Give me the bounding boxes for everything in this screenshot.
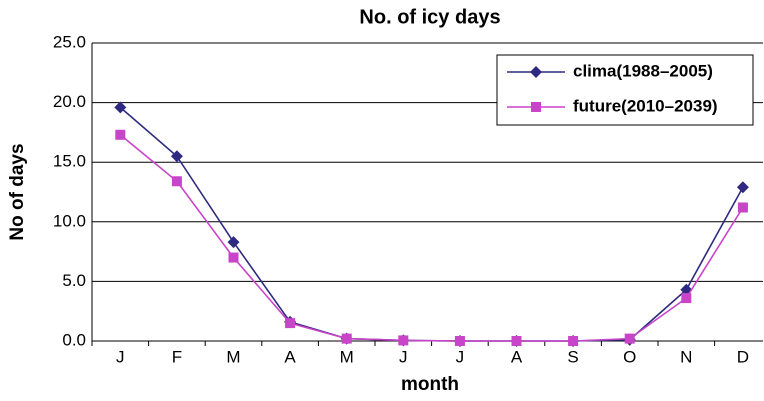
marker <box>228 252 239 263</box>
x-tick-label: F <box>172 347 182 366</box>
x-tick-label: M <box>340 347 354 366</box>
y-tick-label: 25.0 <box>53 32 86 51</box>
y-tick-label: 10.0 <box>53 211 86 230</box>
line <box>119 106 744 342</box>
line <box>119 134 744 342</box>
y-tick-label: 15.0 <box>53 152 86 171</box>
legend-label: clima(1988–2005) <box>573 61 713 80</box>
marker <box>227 236 240 249</box>
y-axis-label: No of days <box>7 143 28 240</box>
x-tick-label: D <box>737 347 749 366</box>
x-axis-label: month <box>401 374 459 395</box>
x-tick-label: J <box>456 347 465 366</box>
legend-label: future(2010–2039) <box>573 96 718 115</box>
marker <box>568 336 579 346</box>
marker <box>398 335 409 346</box>
marker <box>454 336 465 346</box>
x-tick-label: O <box>623 347 636 366</box>
marker <box>115 129 126 140</box>
marker <box>681 293 692 304</box>
marker <box>530 66 542 78</box>
marker <box>737 202 748 213</box>
legend-box <box>496 54 754 126</box>
x-tick-label: M <box>226 347 240 366</box>
marker <box>341 333 352 344</box>
marker <box>285 318 296 329</box>
marker <box>736 181 749 194</box>
marker <box>511 336 522 346</box>
x-tick-label: J <box>399 347 408 366</box>
x-tick-label: N <box>680 347 692 366</box>
y-tick-label: 0.0 <box>62 330 86 349</box>
x-tick-label: A <box>511 347 523 366</box>
x-tick-label: S <box>567 347 578 366</box>
y-tick-label: 20.0 <box>53 92 86 111</box>
marker <box>624 333 635 344</box>
y-tick-label: 5.0 <box>62 271 86 290</box>
marker <box>531 102 541 112</box>
marker <box>170 150 183 163</box>
marker <box>171 176 182 187</box>
marker <box>114 101 127 114</box>
chart-title: No. of icy days <box>359 6 500 28</box>
x-tick-label: A <box>284 347 296 366</box>
x-tick-label: J <box>116 347 125 366</box>
